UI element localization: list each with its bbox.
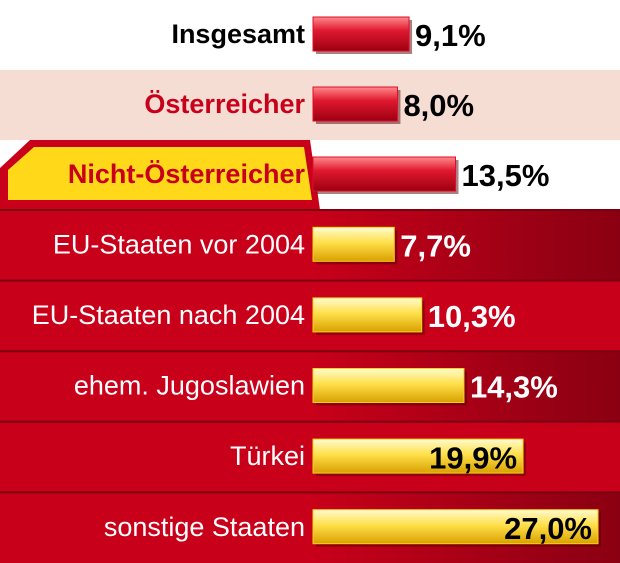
bar xyxy=(312,297,423,333)
value-label: 9,1% xyxy=(415,18,486,53)
category-label: Insgesamt xyxy=(171,19,305,49)
value-label: 7,7% xyxy=(400,228,471,263)
category-label: ehem. Jugoslawien xyxy=(74,371,305,401)
category-label: Türkei xyxy=(230,441,305,471)
value-label: 10,3% xyxy=(428,299,516,334)
category-label: Österreicher xyxy=(144,89,305,119)
bar xyxy=(312,509,599,545)
row-shade xyxy=(0,210,620,281)
value-label: 19,9% xyxy=(429,440,517,475)
value-label: 8,0% xyxy=(403,88,474,123)
tab xyxy=(8,147,312,200)
bar xyxy=(312,226,395,262)
value-label: 27,0% xyxy=(504,511,592,546)
category-label: sonstige Staaten xyxy=(104,512,305,542)
value-label: 14,3% xyxy=(470,370,558,405)
category-label: EU-Staaten nach 2004 xyxy=(32,300,305,330)
bar xyxy=(312,156,456,192)
category-label: Nicht-Österreicher xyxy=(68,159,306,189)
category-label: EU-Staaten vor 2004 xyxy=(53,229,305,259)
row-bg xyxy=(0,70,620,140)
bar xyxy=(312,16,410,52)
row-bg xyxy=(0,0,620,70)
value-label: 13,5% xyxy=(462,158,550,193)
bar xyxy=(312,86,398,122)
bar xyxy=(312,438,524,474)
bar xyxy=(312,368,465,403)
row-shade xyxy=(0,351,620,422)
